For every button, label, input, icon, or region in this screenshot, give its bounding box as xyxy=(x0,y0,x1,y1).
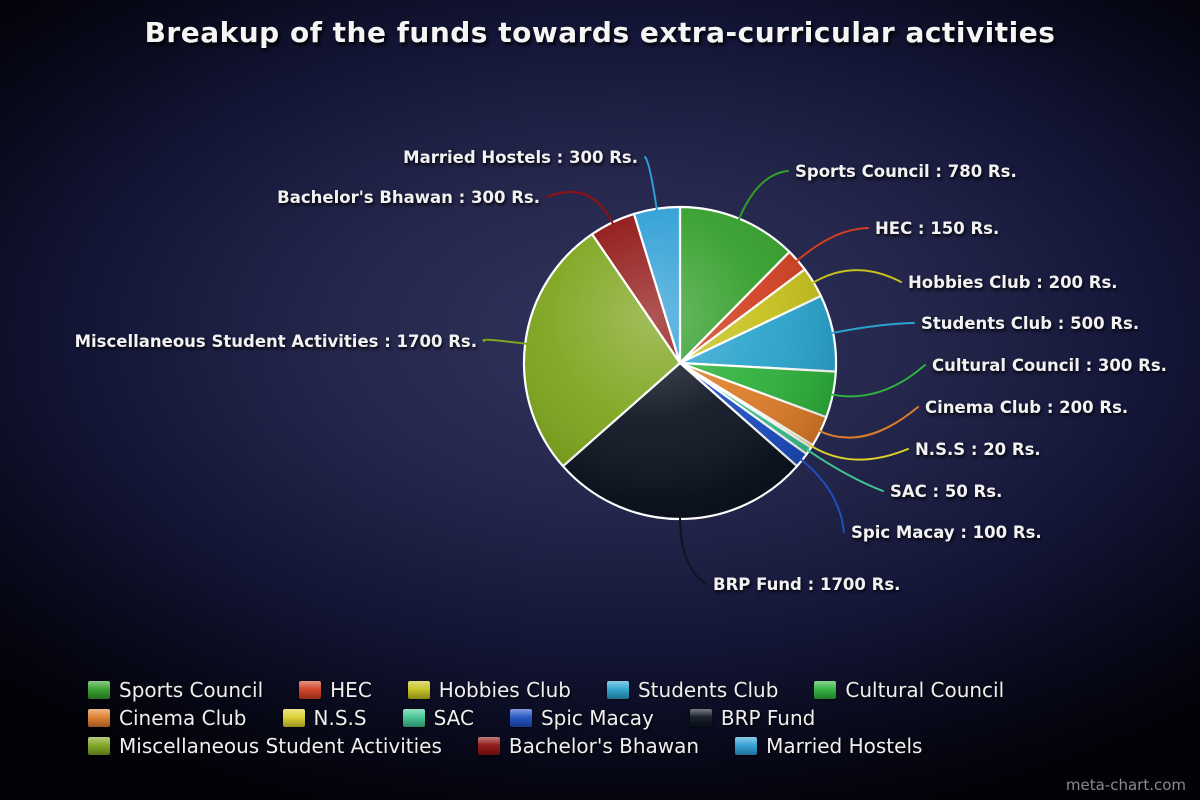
legend-swatch-cinema-club xyxy=(88,709,110,727)
slice-label-married-hostels: Married Hostels : 300 Rs. xyxy=(403,148,638,167)
leader-line-hobbies-club xyxy=(810,269,902,285)
legend-swatch-brp-fund xyxy=(689,709,712,727)
legend-row: Miscellaneous Student Activities Bachelor… xyxy=(88,732,1004,760)
legend-label: Miscellaneous Student Activities xyxy=(119,734,442,758)
leader-line-hec xyxy=(795,227,869,263)
leader-line-students-club xyxy=(830,322,915,335)
legend-item-cinema-club: Cinema Club xyxy=(88,706,247,730)
legend-label: Cinema Club xyxy=(119,706,247,730)
chart-title: Breakup of the funds towards extra-curri… xyxy=(144,16,1056,49)
legend-row: Cinema Club N.S.S SAC Spic Macay BRP Fund xyxy=(88,704,1004,732)
slice-labels-group: Sports Council : 780 Rs. HEC : 150 Rs. Hob… xyxy=(75,148,1167,594)
legend-label: Hobbies Club xyxy=(438,678,571,702)
legend-label: BRP Fund xyxy=(720,706,816,730)
leader-line-bachelor-s-bhawan xyxy=(546,190,615,226)
legend-item-students-club: Students Club xyxy=(606,678,779,702)
slice-label-bachelor-s-bhawan: Bachelor's Bhawan : 300 Rs. xyxy=(277,188,540,207)
leader-line-cultural-council xyxy=(829,364,926,398)
legend-label: HEC xyxy=(330,678,372,702)
legend-swatch-married-hostels xyxy=(735,737,758,755)
leader-line-brp-fund xyxy=(679,516,707,585)
legend-item-spic-macay: Spic Macay xyxy=(509,706,654,730)
legend-swatch-sports-council xyxy=(88,681,110,699)
leader-line-married-hostels xyxy=(644,156,658,212)
leader-line-sac xyxy=(806,448,884,492)
legend-item-hobbies-club: Hobbies Club xyxy=(407,678,571,702)
leader-line-cinema-club xyxy=(817,406,919,439)
legend-swatch-hobbies-club xyxy=(407,681,430,699)
legend-item-n-s-s: N.S.S xyxy=(282,706,367,730)
legend-label: Married Hostels xyxy=(766,734,923,758)
legend-swatch-bachelor-s-bhawan xyxy=(477,737,500,755)
legend-item-sports-council: Sports Council xyxy=(88,678,263,702)
legend-label: N.S.S xyxy=(313,706,367,730)
leader-line-sports-council xyxy=(737,170,789,222)
slice-label-students-club: Students Club : 500 Rs. xyxy=(921,314,1139,333)
legend-swatch-n-s-s xyxy=(282,709,305,727)
legend-item-married-hostels: Married Hostels xyxy=(735,734,922,758)
legend-swatch-cultural-council xyxy=(814,681,837,699)
legend-item-hec: HEC xyxy=(299,678,372,702)
slice-label-sports-council: Sports Council : 780 Rs. xyxy=(795,162,1017,181)
legend-item-cultural-council: Cultural Council xyxy=(814,678,1004,702)
leader-line-n-s-s xyxy=(809,444,909,461)
legend-label: Students Club xyxy=(637,678,779,702)
legend-item-sac: SAC xyxy=(402,706,474,730)
legend-item-bachelor-s-bhawan: Bachelor's Bhawan xyxy=(477,734,700,758)
legend-swatch-miscellaneous-student-activities xyxy=(88,737,110,755)
legend-label: Cultural Council xyxy=(845,678,1005,702)
slice-label-brp-fund: BRP Fund : 1700 Rs. xyxy=(713,575,900,594)
leader-line-spic-macay xyxy=(799,458,845,533)
slice-label-spic-macay: Spic Macay : 100 Rs. xyxy=(851,523,1042,542)
legend-label: SAC xyxy=(433,706,474,730)
legend-label: Spic Macay xyxy=(540,706,654,730)
slice-label-miscellaneous-student-activities: Miscellaneous Student Activities : 1700 … xyxy=(75,332,477,351)
slice-label-hobbies-club: Hobbies Club : 200 Rs. xyxy=(908,273,1118,292)
leader-lines-group xyxy=(482,156,926,585)
legend-item-brp-fund: BRP Fund xyxy=(689,706,816,730)
pie-slices-group xyxy=(522,205,838,521)
legend-swatch-spic-macay xyxy=(509,709,532,727)
watermark: meta-chart.com xyxy=(1065,776,1186,794)
legend: Sports Council HEC Hobbies Club Students Cl… xyxy=(88,676,1004,760)
slice-label-sac: SAC : 50 Rs. xyxy=(890,482,1002,501)
legend-swatch-sac xyxy=(402,709,425,727)
legend-swatch-hec xyxy=(299,681,322,699)
slice-label-cultural-council: Cultural Council : 300 Rs. xyxy=(932,356,1167,375)
slice-label-cinema-club: Cinema Club : 200 Rs. xyxy=(925,398,1128,417)
slice-label-n-s-s: N.S.S : 20 Rs. xyxy=(915,440,1041,459)
legend-label: Sports Council xyxy=(119,678,264,702)
legend-label: Bachelor's Bhawan xyxy=(508,734,700,758)
legend-row: Sports Council HEC Hobbies Club Students Cl… xyxy=(88,676,1004,704)
leader-line-miscellaneous-student-activities xyxy=(482,338,529,345)
legend-item-miscellaneous-student-activities: Miscellaneous Student Activities xyxy=(88,734,442,758)
slice-label-hec: HEC : 150 Rs. xyxy=(875,219,999,238)
legend-swatch-students-club xyxy=(606,681,629,699)
